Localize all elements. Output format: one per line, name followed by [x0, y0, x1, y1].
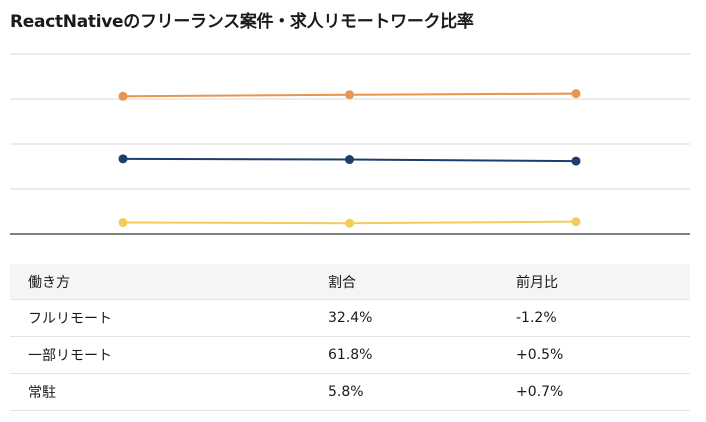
chart-grid — [10, 53, 690, 235]
table-row: 一部リモート 61.8% +0.5% — [10, 337, 690, 374]
line-chart — [10, 53, 690, 235]
table-row: 常駐 5.8% +0.7% — [10, 374, 690, 411]
ratio-cell: 61.8% — [328, 347, 373, 363]
data-point — [571, 89, 581, 99]
header-mom: 前月比 — [516, 274, 558, 291]
work-style-cell: 常駐 — [28, 385, 56, 401]
mom-cell: +0.7% — [516, 384, 564, 400]
ratio-cell: 32.4% — [328, 310, 373, 326]
work-style-cell: フルリモート — [28, 311, 112, 327]
series-3 — [118, 217, 581, 228]
series-1 — [118, 89, 581, 101]
table-row: フルリモート 32.4% -1.2% — [10, 300, 690, 337]
chart-title: ReactNativeのフリーランス案件・求人リモートワーク比率 — [10, 12, 474, 32]
chart-series — [118, 89, 581, 228]
data-point — [571, 156, 581, 166]
header-work-style: 働き方 — [28, 274, 70, 291]
data-point — [118, 218, 128, 228]
header-ratio: 割合 — [328, 274, 356, 291]
ratio-cell: 5.8% — [328, 384, 364, 400]
data-point — [345, 155, 354, 165]
mom-cell: +0.5% — [516, 347, 564, 363]
table-header-row: 働き方 割合 前月比 — [10, 264, 690, 300]
data-point — [345, 90, 354, 100]
work-style-cell: 一部リモート — [28, 348, 112, 364]
data-point — [118, 154, 128, 164]
mom-cell: -1.2% — [516, 310, 557, 326]
remote-ratio-table: 働き方 割合 前月比 フルリモート 32.4% -1.2% 一部リモート 61.… — [10, 264, 690, 411]
data-point — [345, 218, 354, 228]
data-point — [571, 217, 581, 227]
series-2 — [118, 154, 581, 166]
data-point — [118, 91, 128, 101]
